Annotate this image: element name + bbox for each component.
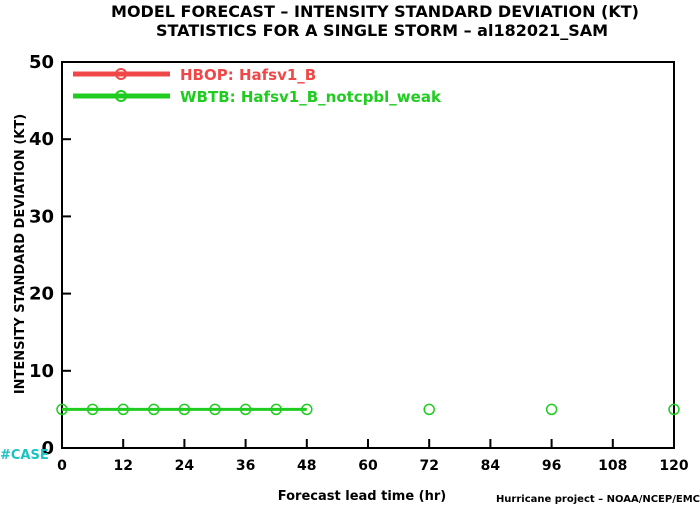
y-axis-label: INTENSITY STANDARD DEVIATION (KT) <box>13 114 28 394</box>
x-tick-label: 12 <box>113 458 132 474</box>
x-tick-label: 48 <box>297 458 316 474</box>
legend-marker <box>115 90 127 102</box>
y-tick-label: 0 <box>41 438 54 459</box>
data-point <box>56 403 68 416</box>
x-axis-label: Forecast lead time (hr) <box>278 489 446 504</box>
credit-label: Hurricane project – NOAA/NCEP/EMC <box>496 494 700 505</box>
y-tick-label: 30 <box>29 206 54 227</box>
x-tick-label: 120 <box>659 458 688 474</box>
x-tick-label: 84 <box>481 458 501 474</box>
series-layer <box>56 403 680 416</box>
x-tick-label: 96 <box>542 458 561 474</box>
chart-title: MODEL FORECAST – INTENSITY STANDARD DEVI… <box>111 2 639 21</box>
legend: HBOP: Hafsv1_B WBTB: Hafsv1_B_notcpbl_wea… <box>73 66 442 106</box>
data-point <box>239 403 252 416</box>
data-point <box>209 403 221 416</box>
data-point <box>86 403 99 416</box>
x-tick-label: 108 <box>598 458 627 474</box>
x-tick-label: 24 <box>175 458 195 474</box>
x-axis-ticks: 0 12 24 36 48 60 72 84 96 108 120 <box>57 439 689 474</box>
data-point <box>301 403 313 416</box>
plot-frame <box>61 61 675 449</box>
legend-label: WBTB: Hafsv1_B_notcpbl_weak <box>180 88 442 106</box>
case-label: #CASE <box>0 448 49 463</box>
legend-label: HBOP: Hafsv1_B <box>180 66 316 84</box>
x-tick-label: 60 <box>358 458 378 474</box>
legend-marker <box>115 68 127 80</box>
data-point <box>668 403 680 416</box>
data-point <box>178 403 191 416</box>
data-point <box>270 403 282 416</box>
y-tick-label: 50 <box>29 52 54 73</box>
x-tick-label: 36 <box>236 458 255 474</box>
x-tick-label: 72 <box>419 458 438 474</box>
y-tick-label: 40 <box>29 129 54 150</box>
y-tick-label: 20 <box>29 284 54 305</box>
x-tick-label: 0 <box>57 458 67 474</box>
data-point <box>545 403 558 416</box>
y-axis-ticks: 0 10 20 30 40 50 <box>29 52 71 459</box>
chart-subtitle: STATISTICS FOR A SINGLE STORM – al182021… <box>156 21 608 40</box>
data-point <box>423 403 435 416</box>
data-point <box>148 403 160 416</box>
y-tick-label: 10 <box>29 361 54 382</box>
data-point <box>117 403 129 416</box>
